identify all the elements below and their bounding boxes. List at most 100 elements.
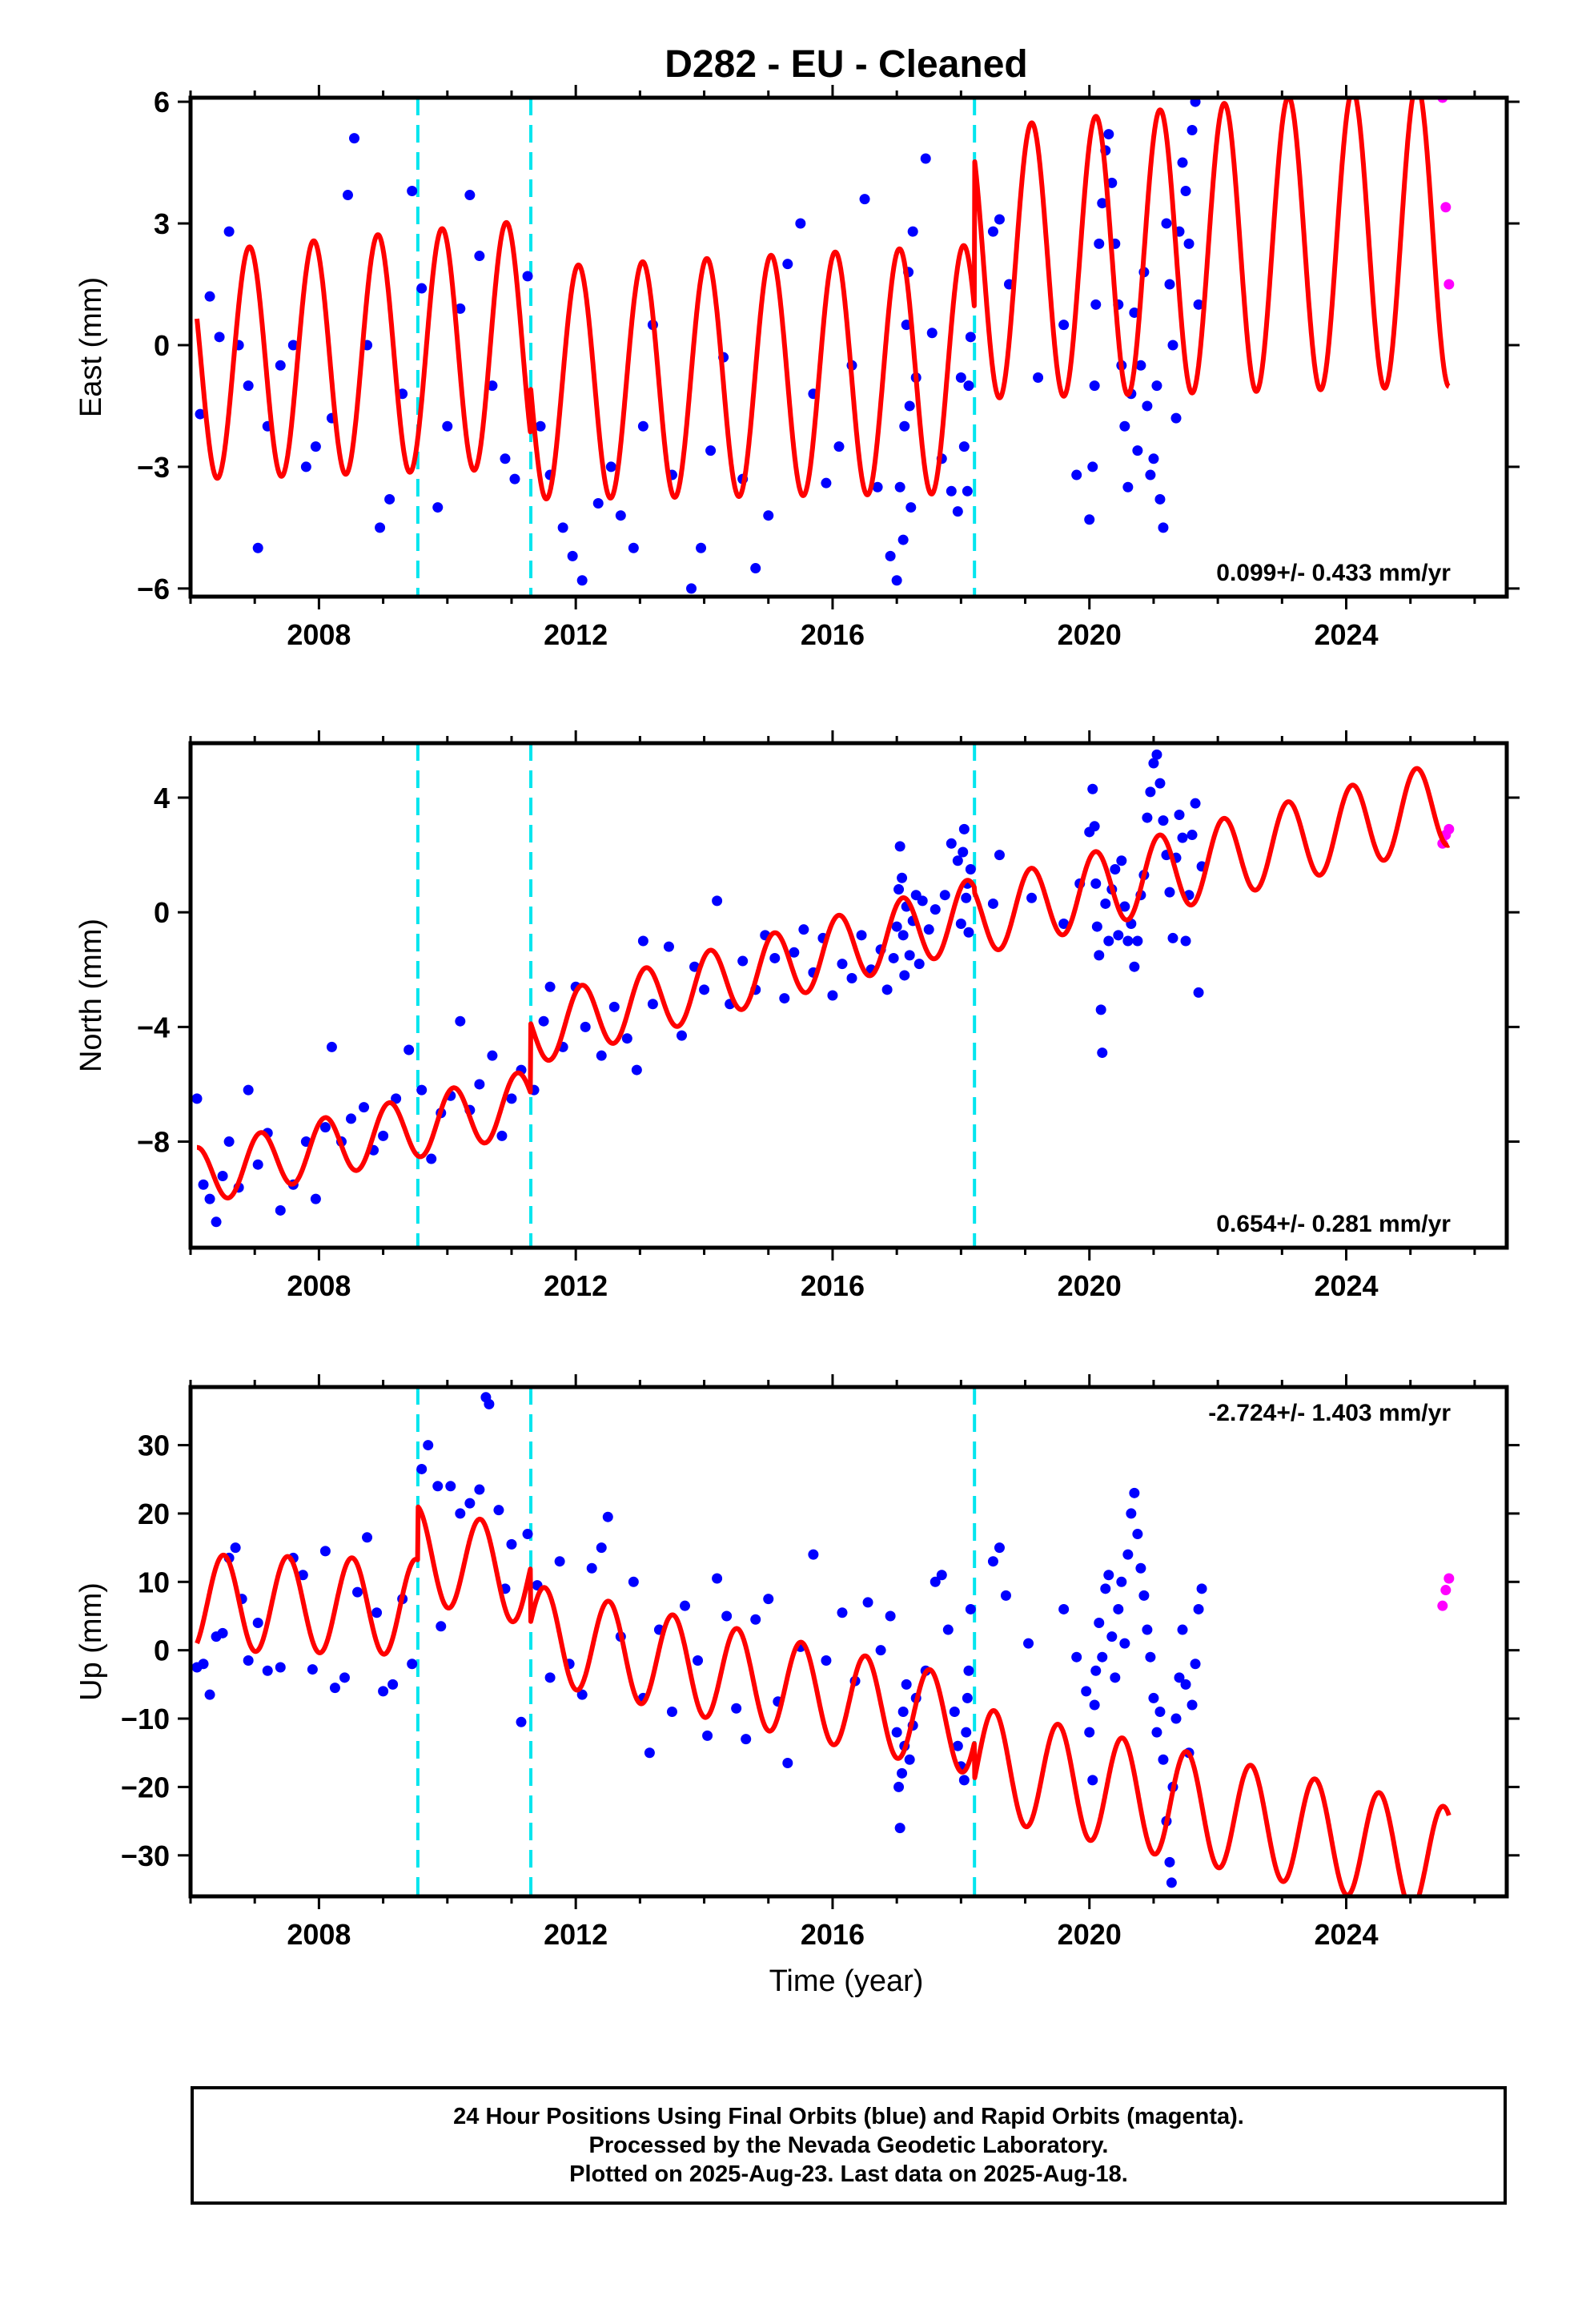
final-point xyxy=(987,226,998,237)
final-point xyxy=(387,1679,399,1690)
final-point xyxy=(958,441,970,452)
final-point xyxy=(942,1624,954,1635)
final-point xyxy=(362,1532,373,1543)
final-point xyxy=(1164,1856,1175,1868)
x-tick-label: 2012 xyxy=(544,1269,608,1302)
final-point xyxy=(487,380,498,392)
final-point xyxy=(1138,1590,1150,1601)
final-point xyxy=(1094,950,1105,961)
final-point xyxy=(663,941,674,952)
final-point xyxy=(917,895,928,907)
final-point xyxy=(1103,935,1114,947)
final-point xyxy=(1089,1699,1100,1711)
final-point xyxy=(965,332,976,343)
final-point xyxy=(1151,1727,1162,1738)
final-point xyxy=(371,1607,383,1618)
final-point xyxy=(464,190,476,201)
final-point xyxy=(339,1672,350,1683)
final-point xyxy=(445,1481,456,1492)
final-point xyxy=(952,1740,963,1751)
final-point xyxy=(1158,522,1169,533)
final-point xyxy=(731,1703,742,1714)
final-point xyxy=(712,895,723,907)
final-point xyxy=(1135,360,1146,371)
final-point xyxy=(763,510,774,521)
final-point xyxy=(1103,129,1114,140)
y-tick-label: 10 xyxy=(138,1566,170,1598)
final-point xyxy=(958,823,970,834)
final-point xyxy=(779,993,790,1004)
final-point xyxy=(631,1064,642,1076)
final-point xyxy=(522,1529,533,1540)
final-point xyxy=(191,1093,203,1104)
final-point xyxy=(252,1159,263,1170)
final-point xyxy=(506,1093,517,1104)
final-point xyxy=(621,1033,632,1044)
final-point xyxy=(493,1505,504,1516)
final-point xyxy=(1100,898,1111,909)
final-point xyxy=(1174,1672,1185,1683)
final-point xyxy=(994,214,1005,225)
final-point xyxy=(894,1823,905,1834)
panel-north: 2008 2012 2016 2020 2024 −8 −4 0 4 North (mm) 0.65… xyxy=(74,730,1520,1302)
final-point xyxy=(905,502,917,513)
final-point xyxy=(407,1659,418,1670)
final-point xyxy=(404,1044,415,1055)
final-point xyxy=(1094,1618,1105,1629)
final-point xyxy=(904,400,915,412)
final-point xyxy=(888,952,899,963)
panel-frame xyxy=(188,741,1509,1250)
final-point xyxy=(946,485,957,497)
final-point xyxy=(487,1050,498,1061)
model-curve xyxy=(195,98,1452,501)
final-point xyxy=(686,583,697,594)
final-point xyxy=(961,892,972,903)
final-point xyxy=(693,1655,704,1666)
final-point xyxy=(496,1130,508,1141)
final-point xyxy=(1094,238,1105,249)
final-point xyxy=(217,1627,228,1638)
final-point xyxy=(741,1734,752,1745)
final-point xyxy=(455,1015,466,1027)
y-tick-label: −10 xyxy=(121,1703,170,1735)
final-point xyxy=(1126,1508,1137,1519)
final-point xyxy=(1122,481,1134,493)
final-point xyxy=(821,477,832,489)
final-point xyxy=(913,959,925,970)
final-point xyxy=(1177,157,1188,168)
final-point xyxy=(1097,198,1108,209)
final-point xyxy=(474,251,485,262)
final-point xyxy=(407,185,418,196)
final-point xyxy=(1186,830,1198,841)
final-point xyxy=(987,1556,998,1567)
final-point xyxy=(1129,1487,1140,1498)
final-point xyxy=(1084,1727,1095,1738)
y-tick-label: −6 xyxy=(137,573,170,605)
final-point xyxy=(1095,1004,1106,1015)
x-tick-label: 2016 xyxy=(801,1269,865,1302)
final-point xyxy=(1081,1686,1092,1697)
x-tick-label: 2008 xyxy=(287,1918,351,1951)
final-point xyxy=(596,1050,607,1061)
final-point xyxy=(647,999,658,1010)
final-point xyxy=(509,473,520,485)
rate-label: -2.724+/- 1.403 mm/yr xyxy=(1208,1400,1451,1426)
final-point xyxy=(1116,855,1127,866)
final-point xyxy=(1097,1047,1108,1059)
final-point xyxy=(474,1484,485,1495)
final-point xyxy=(544,981,556,992)
final-point xyxy=(859,194,870,205)
final-point xyxy=(1058,320,1070,331)
final-point xyxy=(899,970,910,981)
final-point xyxy=(310,1193,321,1204)
final-point xyxy=(262,1665,273,1676)
final-point xyxy=(1106,177,1118,188)
final-point xyxy=(1116,1576,1127,1587)
x-tick-label: 2012 xyxy=(544,1918,608,1951)
final-point xyxy=(500,453,511,464)
final-point xyxy=(243,1084,254,1096)
final-point xyxy=(342,190,353,201)
final-point xyxy=(287,340,299,351)
final-point xyxy=(195,408,206,420)
